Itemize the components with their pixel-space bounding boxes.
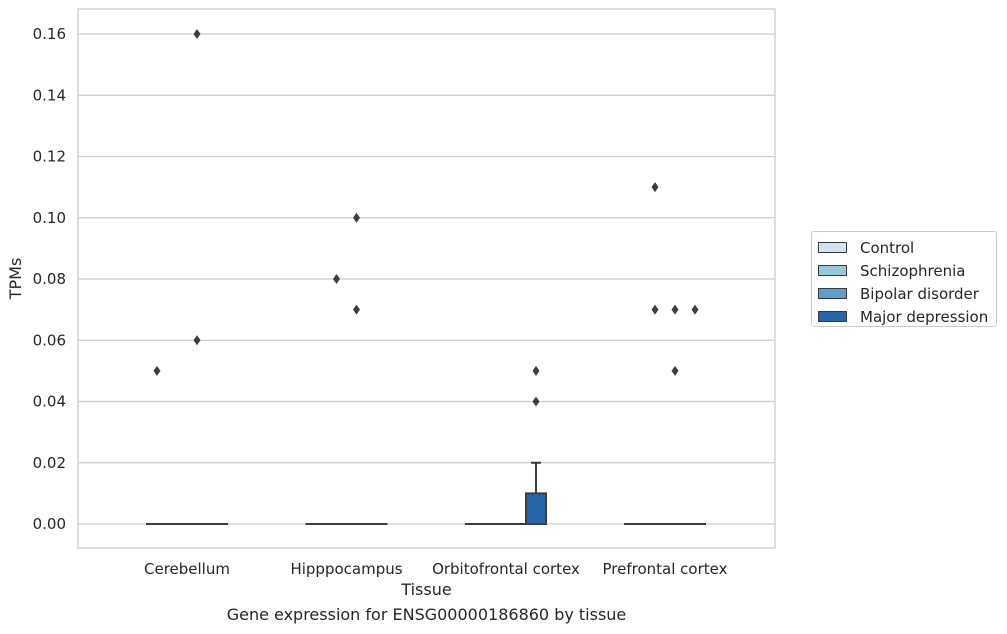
x-tick-label: Cerebellum: [144, 560, 230, 578]
outlier-point: [651, 182, 659, 193]
y-tick-label: 0.00: [33, 515, 66, 533]
x-tick-label: Prefrontal cortex: [603, 560, 728, 578]
outlier-point: [353, 212, 360, 223]
x-tick-label: Orbitofrontal cortex: [432, 560, 580, 578]
y-axis-label: TPMs: [6, 258, 25, 301]
x-tick-label: Hipppocampus: [290, 560, 402, 578]
legend-item-bipolar-disorder: Bipolar disorder: [818, 282, 990, 305]
outlier-point: [671, 304, 679, 315]
box: [525, 492, 547, 525]
y-tick-label: 0.02: [33, 454, 66, 472]
y-tick-label: 0.12: [33, 148, 66, 166]
legend-label-schizophrenia: Schizophrenia: [860, 261, 966, 280]
x-tick-labels: Cerebellum Hipppocampus Orbitofrontal cort…: [144, 560, 728, 578]
outlier-point: [193, 335, 201, 346]
legend-swatch-schizophrenia: [818, 265, 847, 276]
legend-label-major-depression: Major depression: [860, 307, 989, 326]
legend-item-control: Control: [818, 236, 990, 259]
plot-frame: [77, 8, 776, 549]
legend-label-bipolar-disorder: Bipolar disorder: [860, 284, 979, 303]
gridlines: [78, 33, 775, 525]
y-tick-label: 0.04: [33, 393, 66, 411]
y-tick-label: 0.08: [33, 270, 66, 288]
outlier-point: [353, 304, 360, 315]
y-tick-label: 0.16: [33, 25, 66, 43]
legend-swatch-bipolar-disorder: [818, 288, 847, 299]
outlier-point: [671, 365, 679, 376]
outlier-point: [532, 396, 540, 407]
outlier-point: [651, 304, 659, 315]
outlier-point: [153, 365, 161, 376]
boxes: [146, 29, 706, 526]
outlier-point: [691, 304, 699, 315]
outlier-point: [333, 274, 340, 284]
y-tick-label: 0.06: [33, 331, 66, 349]
outlier-point: [193, 29, 201, 39]
legend-label-control: Control: [860, 238, 915, 257]
y-tick-label: 0.14: [33, 86, 66, 104]
x-axis-label: Tissue: [400, 580, 451, 599]
y-tick-labels: 0.00 0.02 0.04 0.06 0.08 0.10 0.12 0.14 0.16: [33, 25, 66, 533]
chart-caption: Gene expression for ENSG00000186860 by t…: [226, 605, 627, 624]
legend-item-major-depression: Major depression: [818, 305, 990, 328]
y-tick-label: 0.10: [33, 209, 66, 227]
legend-swatch-major-depression: [818, 311, 847, 322]
legend-swatch-control: [818, 242, 847, 253]
legend-item-schizophrenia: Schizophrenia: [818, 259, 990, 282]
legend: Control Schizophrenia Bipolar disorder M…: [811, 231, 997, 327]
outlier-point: [532, 365, 540, 376]
